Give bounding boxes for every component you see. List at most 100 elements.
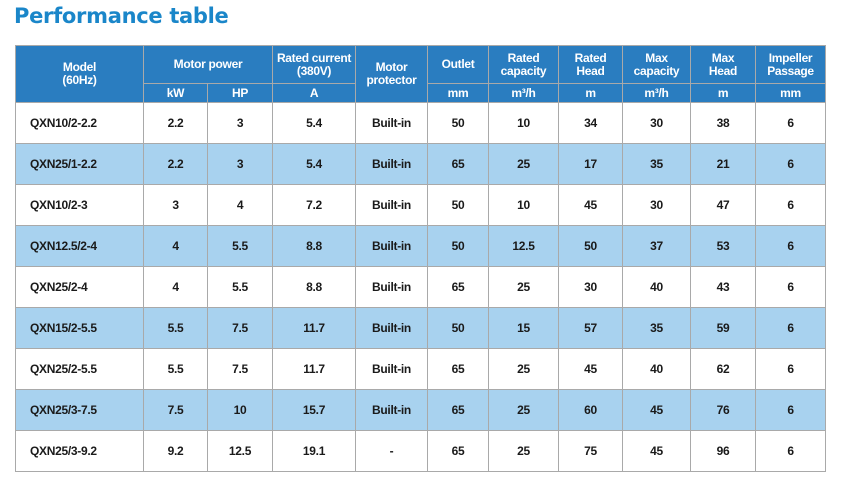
cell-current: 19.1 <box>272 430 356 472</box>
cell-impeller-passage: 6 <box>755 430 826 472</box>
cell-rated-head: 50 <box>558 225 623 267</box>
cell-power-hp: 7.5 <box>207 307 273 349</box>
header-outlet: Outlet <box>427 45 489 84</box>
cell-current: 8.8 <box>272 266 356 308</box>
cell-power-kw: 9.2 <box>143 430 208 472</box>
header-rated-capacity: Rated capacity <box>488 45 559 84</box>
cell-protector: Built-in <box>355 184 428 226</box>
header-motor-protector-line1: Motor <box>375 60 408 74</box>
header-rated-current-line1: Rated current <box>276 50 352 65</box>
header-model-line1: Model <box>62 60 97 74</box>
header-impeller-passage-line1: Impeller <box>768 50 813 65</box>
table-row: QXN25/2-5.5 5.5 7.5 11.7 Built-in 65 25 45 40 62 6 <box>15 348 826 390</box>
cell-impeller-passage: 6 <box>755 348 826 390</box>
cell-outlet: 50 <box>427 184 489 226</box>
cell-power-kw: 2.2 <box>143 102 208 144</box>
cell-current: 7.2 <box>272 184 356 226</box>
header-max-capacity-line1: Max <box>645 50 668 65</box>
header-rated-head-line1: Rated <box>574 50 607 65</box>
table-row: QXN12.5/2-4 4 5.5 8.8 Built-in 50 12.5 50 37 53 6 <box>15 225 826 267</box>
table-row: QXN10/2-3 3 4 7.2 Built-in 50 10 45 30 47 6 <box>15 184 826 226</box>
header-rated-current-line2: (380V) <box>296 63 332 78</box>
unit-cell: m³/h <box>488 83 559 103</box>
cell-impeller-passage: 6 <box>755 102 826 144</box>
unit-cell: mm <box>755 83 826 103</box>
cell-model: QXN25/2-4 <box>15 266 144 308</box>
cell-max-capacity: 45 <box>622 389 691 431</box>
cell-rated-head: 57 <box>558 307 623 349</box>
cell-rated-head: 34 <box>558 102 623 144</box>
header-model-line2: (60Hz) <box>62 73 97 87</box>
header-rated-head-line2: Head <box>576 63 605 78</box>
unit-cell: A <box>272 83 356 103</box>
cell-current: 5.4 <box>272 143 356 185</box>
cell-rated-head: 17 <box>558 143 623 185</box>
cell-max-capacity: 30 <box>622 184 691 226</box>
cell-power-kw: 4 <box>143 266 208 308</box>
cell-protector: Built-in <box>355 307 428 349</box>
cell-current: 5.4 <box>272 102 356 144</box>
header-model: Model (60Hz) <box>15 45 144 103</box>
cell-power-kw: 5.5 <box>143 348 208 390</box>
header-impeller-passage-line2: Passage <box>767 63 814 78</box>
cell-max-capacity: 40 <box>622 348 691 390</box>
header-rated-current: Rated current (380V) <box>272 45 356 84</box>
cell-rated-head: 45 <box>558 184 623 226</box>
unit-cell: m <box>558 83 623 103</box>
cell-impeller-passage: 6 <box>755 184 826 226</box>
cell-protector: Built-in <box>355 225 428 267</box>
cell-max-head: 43 <box>690 266 756 308</box>
cell-power-hp: 10 <box>207 389 273 431</box>
table-row: QXN25/3-7.5 7.5 10 15.7 Built-in 65 25 60 45 76 6 <box>15 389 826 431</box>
table-row: QXN25/2-4 4 5.5 8.8 Built-in 65 25 30 40 43 6 <box>15 266 826 308</box>
cell-power-hp: 12.5 <box>207 430 273 472</box>
table-body: QXN10/2-2.2 2.2 3 5.4 Built-in 50 10 34 30 38 6 QXN… <box>15 102 826 472</box>
header-max-head: Max Head <box>690 45 756 84</box>
cell-max-head: 62 <box>690 348 756 390</box>
cell-max-head: 53 <box>690 225 756 267</box>
cell-rated-capacity: 10 <box>488 102 559 144</box>
cell-outlet: 65 <box>427 348 489 390</box>
cell-outlet: 65 <box>427 266 489 308</box>
table-row: QXN10/2-2.2 2.2 3 5.4 Built-in 50 10 34 30 38 6 <box>15 102 826 144</box>
cell-power-hp: 3 <box>207 143 273 185</box>
cell-power-kw: 2.2 <box>143 143 208 185</box>
header-impeller-passage: Impeller Passage <box>755 45 826 84</box>
cell-outlet: 50 <box>427 307 489 349</box>
cell-current: 11.7 <box>272 348 356 390</box>
header-max-capacity: Max capacity <box>622 45 691 84</box>
cell-rated-capacity: 25 <box>488 266 559 308</box>
cell-protector: - <box>355 430 428 472</box>
cell-rated-head: 75 <box>558 430 623 472</box>
cell-power-kw: 4 <box>143 225 208 267</box>
cell-protector: Built-in <box>355 389 428 431</box>
cell-model: QXN25/3-9.2 <box>15 430 144 472</box>
cell-rated-capacity: 25 <box>488 348 559 390</box>
performance-table: Model (60Hz) Motor power Rated current (… <box>15 45 826 472</box>
cell-rated-capacity: 15 <box>488 307 559 349</box>
cell-current: 8.8 <box>272 225 356 267</box>
cell-rated-head: 45 <box>558 348 623 390</box>
cell-model: QXN10/2-2.2 <box>15 102 144 144</box>
cell-outlet: 50 <box>427 225 489 267</box>
cell-rated-capacity: 25 <box>488 143 559 185</box>
cell-power-hp: 7.5 <box>207 348 273 390</box>
cell-max-capacity: 45 <box>622 430 691 472</box>
cell-max-capacity: 40 <box>622 266 691 308</box>
unit-cell: HP <box>207 83 273 103</box>
header-row: Model (60Hz) Motor power Rated current (… <box>15 45 826 103</box>
cell-max-head: 76 <box>690 389 756 431</box>
cell-impeller-passage: 6 <box>755 266 826 308</box>
cell-current: 15.7 <box>272 389 356 431</box>
cell-rated-capacity: 12.5 <box>488 225 559 267</box>
table-row: QXN25/1-2.2 2.2 3 5.4 Built-in 65 25 17 35 21 6 <box>15 143 826 185</box>
cell-power-hp: 5.5 <box>207 266 273 308</box>
cell-outlet: 50 <box>427 102 489 144</box>
unit-cell: mm <box>427 83 489 103</box>
unit-cell: m <box>690 83 756 103</box>
cell-model: QXN25/2-5.5 <box>15 348 144 390</box>
cell-outlet: 65 <box>427 143 489 185</box>
cell-protector: Built-in <box>355 143 428 185</box>
cell-power-kw: 5.5 <box>143 307 208 349</box>
cell-model: QXN15/2-5.5 <box>15 307 144 349</box>
